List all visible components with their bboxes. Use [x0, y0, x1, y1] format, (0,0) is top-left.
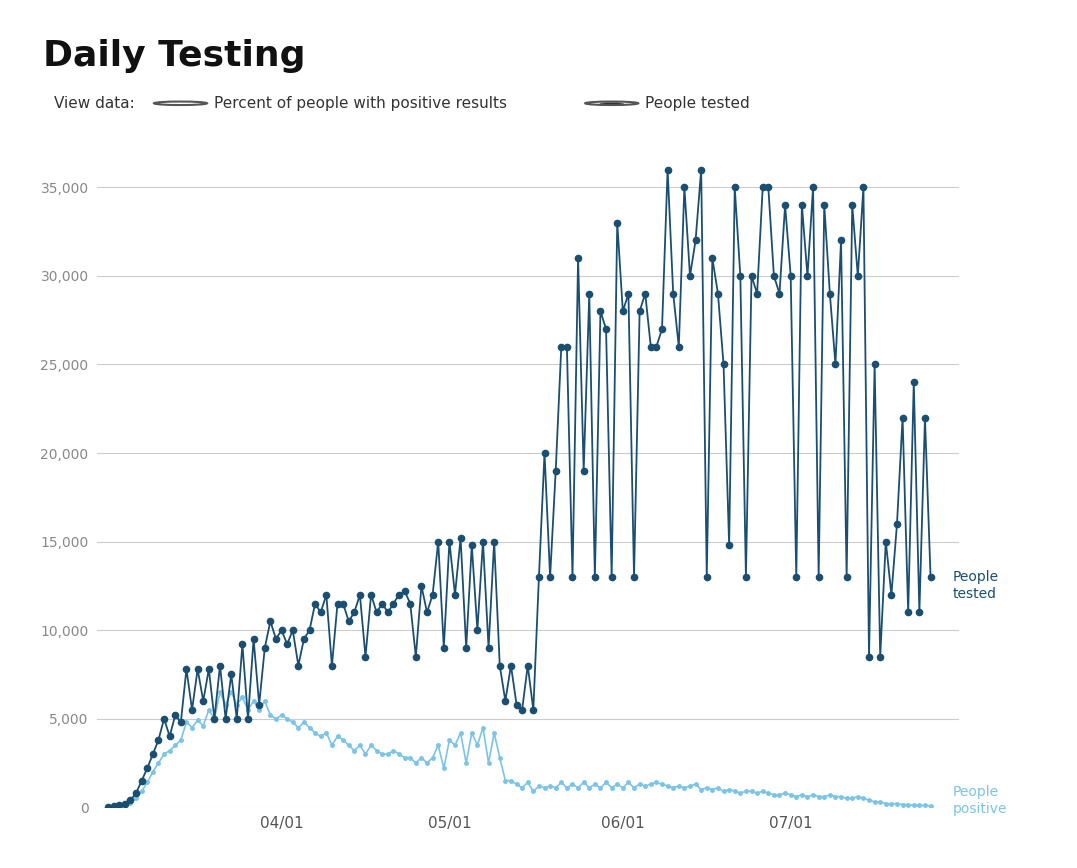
- Text: People
tested: People tested: [953, 570, 999, 602]
- Text: Daily Testing: Daily Testing: [43, 39, 306, 73]
- Text: View data:: View data:: [55, 95, 136, 111]
- Text: People tested: People tested: [645, 95, 750, 111]
- Circle shape: [600, 102, 624, 104]
- Text: Percent of people with positive results: Percent of people with positive results: [213, 95, 506, 111]
- Text: People
positive: People positive: [953, 785, 1007, 816]
